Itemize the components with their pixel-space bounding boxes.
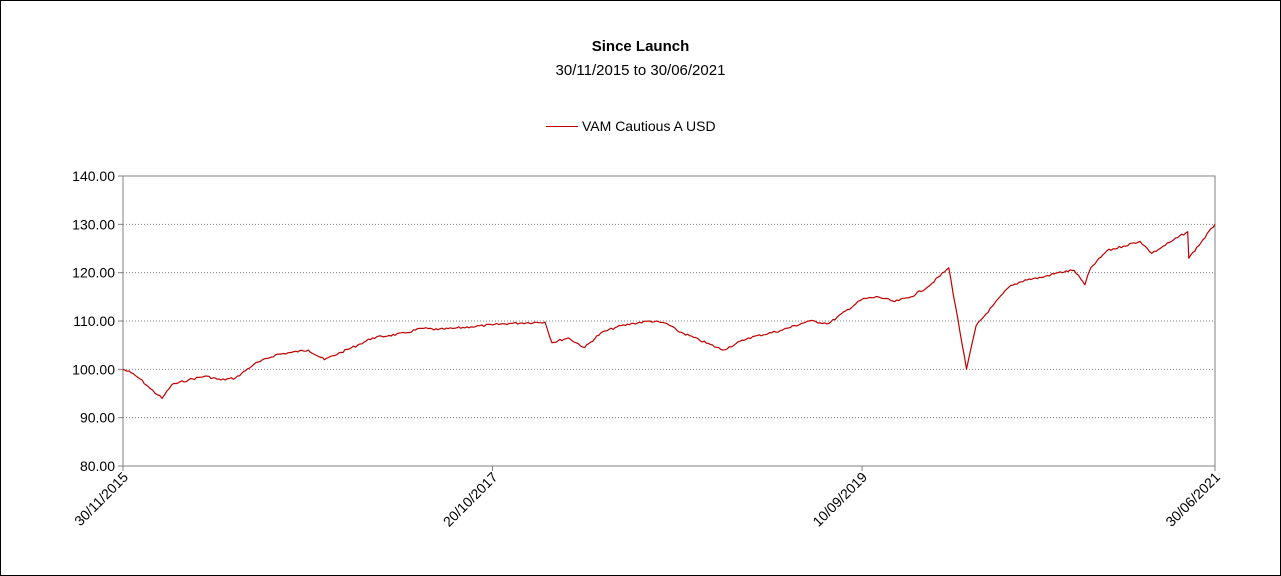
chart-title: Since Launch — [591, 38, 690, 55]
legend-swatch — [546, 125, 578, 127]
y-tick-label: 80.00 — [80, 458, 115, 474]
y-tick-label: 90.00 — [80, 410, 115, 426]
plot-border — [122, 175, 1216, 467]
x-tick-label: 30/11/2015 — [71, 469, 131, 529]
y-tick-label: 110.00 — [73, 313, 115, 329]
x-tick-label: 20/10/2017 — [440, 469, 501, 530]
legend-label: VAM Cautious A USD — [582, 118, 716, 134]
x-tick-label: 30/06/2021 — [1162, 469, 1223, 530]
legend: VAM Cautious A USD — [546, 118, 716, 134]
series-line — [122, 223, 1216, 399]
x-tick-label: 10/09/2019 — [809, 469, 870, 530]
chart-subtitle: 30/11/2015 to 30/06/2021 — [555, 62, 726, 79]
y-tick-label: 140.00 — [72, 168, 115, 184]
y-tick-label: 130.00 — [72, 216, 115, 232]
y-tick-label: 120.00 — [72, 265, 115, 281]
y-tick-label: 100.00 — [72, 361, 115, 377]
